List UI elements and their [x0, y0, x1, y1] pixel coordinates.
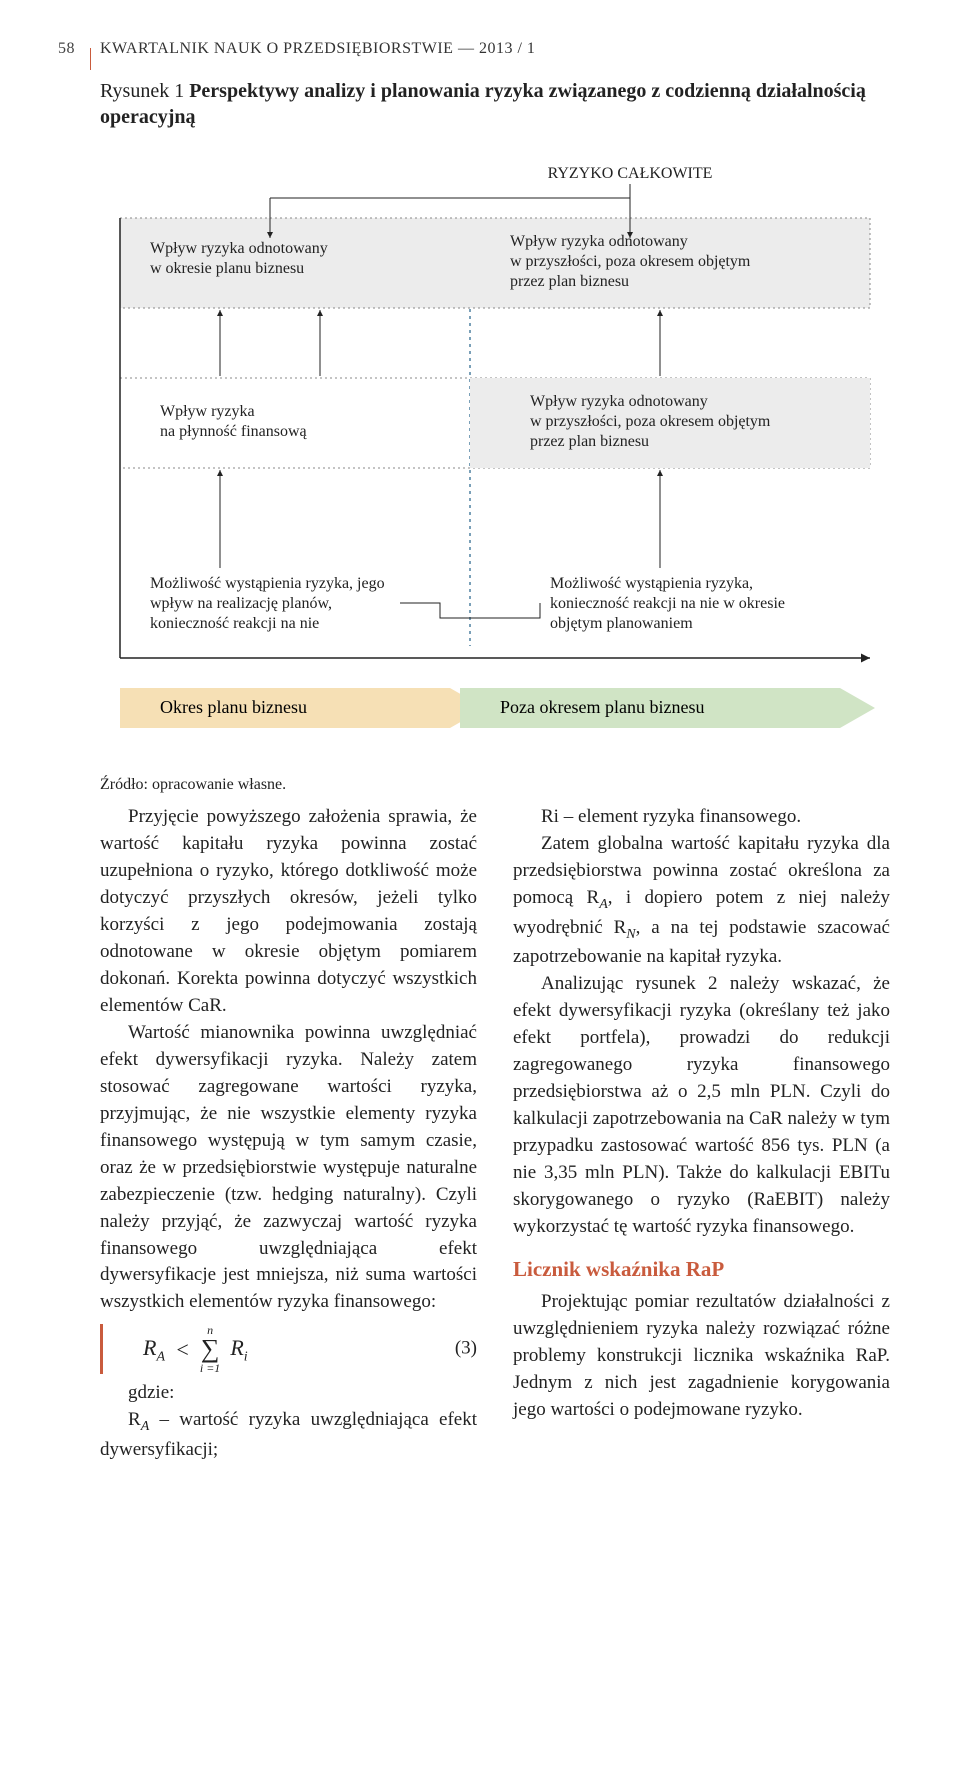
diagram-svg: RYZYKO CAŁKOWITE Wpływ ryzyka odnotowany…: [100, 148, 890, 768]
figure-source: Źródło: opracowanie własne.: [100, 776, 890, 794]
equation-number: (3): [455, 1336, 477, 1363]
section-heading-rap: Licznik wskaźnika RaP: [513, 1255, 890, 1285]
formula-lhs-sub: A: [156, 1349, 165, 1364]
formula-lhs: R: [143, 1335, 156, 1360]
sum-bot: i =1: [200, 1362, 220, 1374]
figure-title-text: Perspektywy analizy i planowania ryzyka …: [100, 80, 866, 128]
formula-rhs-sub: i: [244, 1349, 248, 1364]
right-p0: Ri – element ryzyka finansowego.: [513, 804, 890, 831]
right-p3: Projektując pomiar rezultatów działalnoś…: [513, 1289, 890, 1424]
band-left-label: Okres planu biznesu: [160, 697, 307, 717]
running-head: 58 KWARTALNIK NAUK O PRZEDSIĘBIORSTWIE —…: [100, 40, 890, 58]
node-n3: Wpływ ryzykana płynność finansową: [160, 403, 308, 440]
figure-label: Rysunek 1: [100, 80, 184, 102]
header-rule: [90, 48, 91, 70]
page: 58 KWARTALNIK NAUK O PRZEDSIĘBIORSTWIE —…: [0, 0, 960, 1514]
left-p1: Przyjęcie powyższego założenia sprawia, …: [100, 804, 477, 1020]
formula-op: <: [175, 1334, 190, 1365]
sum-symbol: n ∑ i =1: [200, 1324, 220, 1374]
running-head-text: KWARTALNIK NAUK O PRZEDSIĘBIORSTWIE — 20…: [100, 40, 535, 57]
formula-3: RA < n ∑ i =1 Ri (3): [100, 1324, 477, 1374]
timeline-bands: Okres planu biznesu Poza okresem planu b…: [120, 688, 875, 728]
band-right-label: Poza okresem planu biznesu: [500, 697, 704, 717]
right-column: Ri – element ryzyka finansowego. Zatem g…: [513, 804, 890, 1464]
figure-diagram: RYZYKO CAŁKOWITE Wpływ ryzyka odnotowany…: [100, 148, 890, 768]
gdzie-label: gdzie:: [100, 1380, 477, 1407]
body-columns: Przyjęcie powyższego założenia sprawia, …: [100, 804, 890, 1464]
def-ra: RA – wartość ryzyka uwzględniająca efekt…: [100, 1407, 477, 1464]
left-p2: Wartość mianownika powinna uwzględniać e…: [100, 1020, 477, 1317]
node-ryzyko: RYZYKO CAŁKOWITE: [548, 165, 713, 182]
right-p2: Analizując rysunek 2 należy wskazać, że …: [513, 971, 890, 1241]
node-n5: Możliwość wystąpienia ryzyka, jegowpływ …: [150, 575, 385, 632]
node-n6: Możliwość wystąpienia ryzyka,konieczność…: [550, 575, 785, 632]
figure-title: Rysunek 1 Perspektywy analizy i planowan…: [100, 78, 890, 130]
left-column: Przyjęcie powyższego założenia sprawia, …: [100, 804, 477, 1464]
formula-rhs: R: [230, 1335, 243, 1360]
right-p1: Zatem globalna wartość kapitału ryzyka d…: [513, 831, 890, 971]
page-number: 58: [58, 40, 75, 58]
